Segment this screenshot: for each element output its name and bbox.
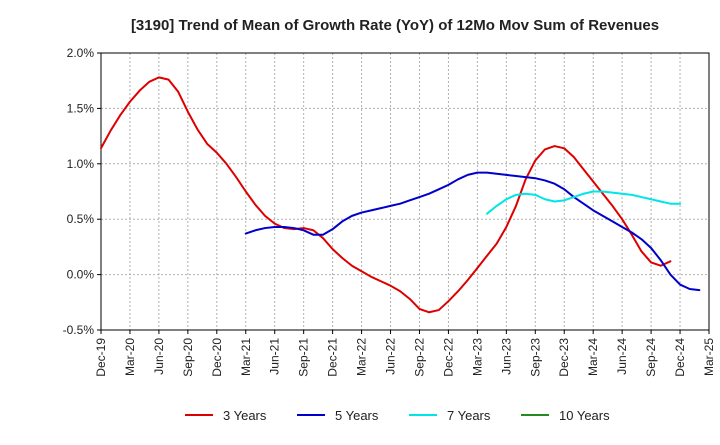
gridlines bbox=[101, 52, 709, 331]
y-tick-label: 0.0% bbox=[67, 268, 95, 282]
legend-label-7-years: 7 Years bbox=[447, 408, 491, 423]
x-axis-ticks: Dec-19 Mar-20 Jun-20 Sep-20 Dec-20 Mar-21 Jun-… bbox=[94, 330, 716, 377]
y-tick-label: 2.0% bbox=[67, 46, 95, 60]
x-tick-label: Mar-23 bbox=[470, 338, 484, 376]
x-tick-label: Dec-22 bbox=[441, 338, 455, 377]
x-tick-label: Mar-22 bbox=[355, 338, 369, 376]
x-tick-label: Dec-24 bbox=[673, 338, 687, 377]
x-tick-label: Mar-21 bbox=[239, 338, 253, 376]
x-tick-label: Mar-20 bbox=[123, 338, 137, 376]
x-tick-label: Jun-21 bbox=[268, 338, 282, 375]
x-tick-label: Dec-21 bbox=[326, 338, 340, 377]
x-tick-label: Dec-20 bbox=[210, 338, 224, 377]
legend: 3 Years 5 Years 7 Years 10 Years bbox=[185, 408, 610, 423]
x-tick-label: Jun-24 bbox=[615, 338, 629, 375]
x-tick-label: Dec-19 bbox=[94, 338, 108, 377]
x-tick-label: Sep-22 bbox=[412, 338, 426, 377]
x-tick-label: Dec-23 bbox=[557, 338, 571, 377]
x-tick-label: Jun-23 bbox=[499, 338, 513, 375]
series-line-3-years bbox=[100, 76, 672, 314]
series-line-5-years bbox=[244, 171, 701, 292]
legend-label-10-years: 10 Years bbox=[559, 408, 610, 423]
legend-label-5-years: 5 Years bbox=[335, 408, 379, 423]
x-tick-label: Jun-20 bbox=[152, 338, 166, 375]
series-lines bbox=[100, 76, 701, 314]
y-axis-ticks: -0.5% 0.0% 0.5% 1.0% 1.5% 2.0% bbox=[63, 46, 101, 337]
plot-area-frame bbox=[100, 52, 710, 331]
legend-label-3-years: 3 Years bbox=[223, 408, 267, 423]
x-tick-label: Sep-24 bbox=[644, 338, 658, 377]
x-tick-label: Mar-24 bbox=[586, 338, 600, 376]
x-tick-label: Sep-20 bbox=[181, 338, 195, 377]
x-tick-label: Jun-22 bbox=[384, 338, 398, 375]
series-line-7-years bbox=[486, 190, 682, 215]
y-tick-label: 1.5% bbox=[67, 101, 95, 115]
x-tick-label: Sep-23 bbox=[528, 338, 542, 377]
y-tick-label: -0.5% bbox=[63, 323, 95, 337]
x-tick-label: Sep-21 bbox=[297, 338, 311, 377]
y-tick-label: 0.5% bbox=[67, 212, 95, 226]
x-tick-label: Mar-25 bbox=[702, 338, 716, 376]
y-tick-label: 1.0% bbox=[67, 157, 95, 171]
chart-title: [3190] Trend of Mean of Growth Rate (YoY… bbox=[131, 17, 659, 34]
